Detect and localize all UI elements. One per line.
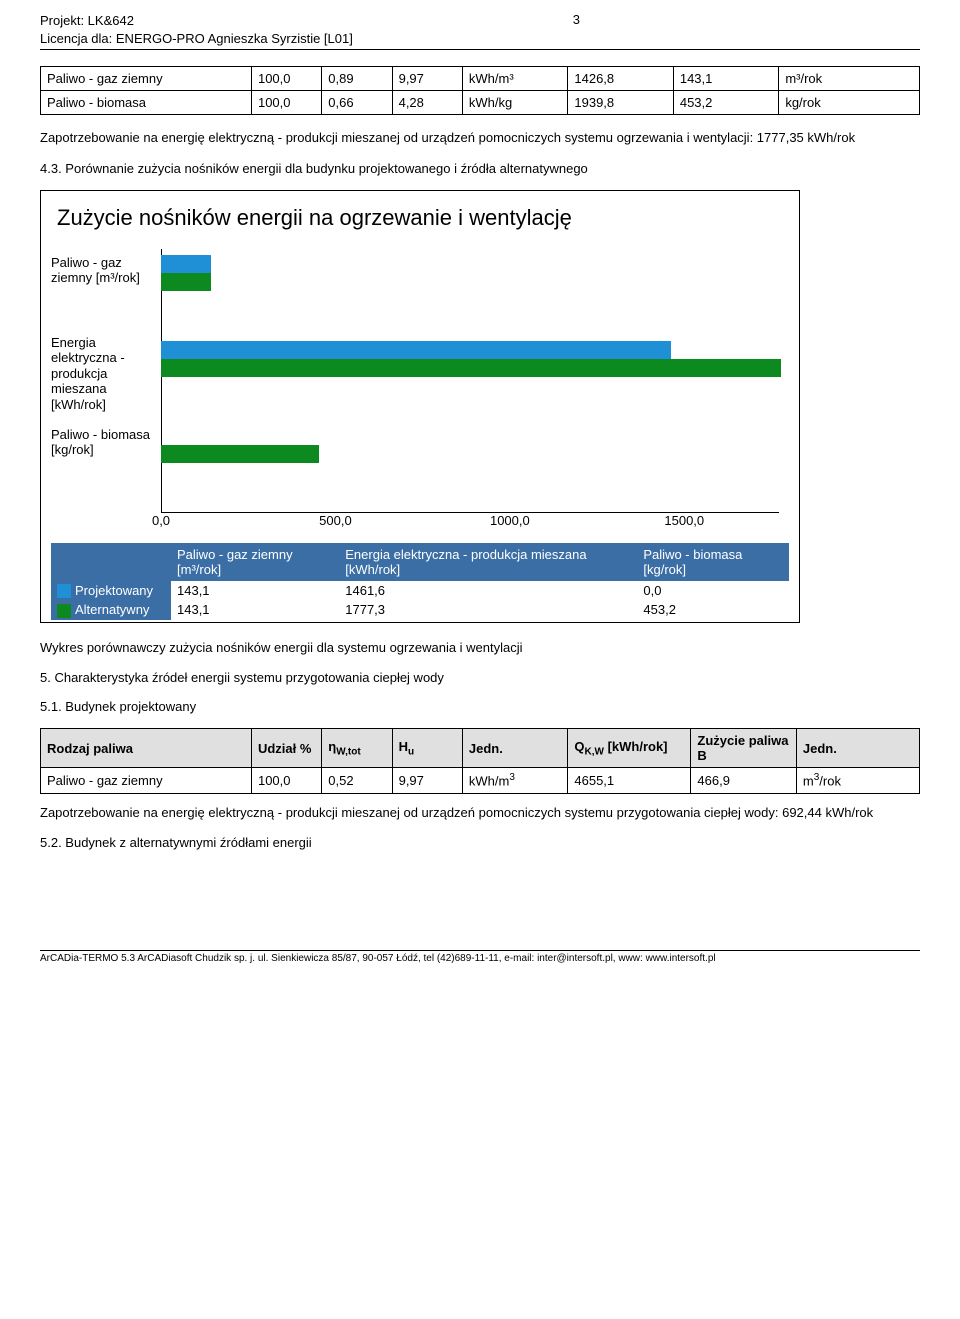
table-header: Udział % <box>251 729 321 768</box>
demand-hot-water-text: Zapotrzebowanie na energię elektryczną -… <box>40 804 920 822</box>
table-cell: 100,0 <box>251 768 321 793</box>
legend-header: Paliwo - gaz ziemny [m³/rok] <box>171 543 339 581</box>
section-4-3: 4.3. Porównanie zużycia nośników energii… <box>40 161 920 176</box>
table-cell: kWh/kg <box>462 91 567 115</box>
table-cell: Paliwo - biomasa <box>41 91 252 115</box>
table-header: ηW,tot <box>322 729 392 768</box>
bar-label: Paliwo - gaz ziemny [m³/rok] <box>51 255 156 286</box>
table-cell: 0,89 <box>322 67 392 91</box>
bar-alternatywny <box>161 359 781 377</box>
section-5-2: 5.2. Budynek z alternatywnymi źródłami e… <box>40 835 920 850</box>
axis-tick: 1500,0 <box>664 513 704 528</box>
table-cell: 4655,1 <box>568 768 691 793</box>
table-cell: 0,52 <box>322 768 392 793</box>
table-cell: 100,0 <box>251 91 321 115</box>
table-cell: 4,28 <box>392 91 462 115</box>
legend-value: 1461,6 <box>339 581 637 601</box>
demand-heating-text: Zapotrzebowanie na energię elektryczną -… <box>40 129 920 147</box>
table-cell: Paliwo - gaz ziemny <box>41 768 252 793</box>
legend-name: Projektowany <box>75 583 153 598</box>
table-cell: 9,97 <box>392 67 462 91</box>
table-header: Rodzaj paliwa <box>41 729 252 768</box>
legend-header <box>51 543 171 581</box>
chart-title: Zużycie nośników energii na ogrzewanie i… <box>57 205 789 231</box>
table-cell: m³/rok <box>779 67 920 91</box>
section-5: 5. Charakterystyka źródeł energii system… <box>40 670 920 685</box>
legend-name: Alternatywny <box>75 602 149 617</box>
hot-water-table: Rodzaj paliwaUdział %ηW,totHuJedn.QK,W [… <box>40 728 920 793</box>
table-cell: Paliwo - gaz ziemny <box>41 67 252 91</box>
table-cell: kWh/m³ <box>462 67 567 91</box>
table-cell: 0,66 <box>322 91 392 115</box>
legend-swatch <box>57 604 71 618</box>
bar-projektowany <box>161 255 211 273</box>
page-number: 3 <box>573 12 580 27</box>
axis-tick: 0,0 <box>152 513 170 528</box>
table-cell: 143,1 <box>673 67 778 91</box>
legend-header: Paliwo - biomasa [kg/rok] <box>637 543 789 581</box>
table-cell: 466,9 <box>691 768 796 793</box>
bar-alternatywny <box>161 445 319 463</box>
bar-projektowany <box>161 341 671 359</box>
table-cell: m3/rok <box>796 768 919 793</box>
section-5-1: 5.1. Budynek projektowany <box>40 699 920 714</box>
fuel-table: Paliwo - gaz ziemny100,00,899,97kWh/m³14… <box>40 66 920 115</box>
table-cell: 1426,8 <box>568 67 673 91</box>
axis-tick: 500,0 <box>319 513 352 528</box>
table-cell: 1939,8 <box>568 91 673 115</box>
legend-value: 143,1 <box>171 581 339 601</box>
legend-header: Energia elektryczna - produkcja mieszana… <box>339 543 637 581</box>
table-header: Jedn. <box>462 729 567 768</box>
table-cell: kg/rok <box>779 91 920 115</box>
table-header: QK,W [kWh/rok] <box>568 729 691 768</box>
chart-legend-table: Paliwo - gaz ziemny [m³/rok]Energia elek… <box>51 543 789 620</box>
table-cell: 453,2 <box>673 91 778 115</box>
bar-label: Paliwo - biomasa [kg/rok] <box>51 427 156 458</box>
legend-value: 1777,3 <box>339 600 637 620</box>
table-cell: 9,97 <box>392 768 462 793</box>
legend-value: 143,1 <box>171 600 339 620</box>
table-cell: 100,0 <box>251 67 321 91</box>
page-header: Projekt: LK&642 Licencja dla: ENERGO-PRO… <box>40 12 920 50</box>
legend-value: 453,2 <box>637 600 789 620</box>
legend-value: 0,0 <box>637 581 789 601</box>
table-header: Zużycie paliwa B <box>691 729 796 768</box>
project-line: Projekt: LK&642 <box>40 12 353 30</box>
energy-chart: Zużycie nośników energii na ogrzewanie i… <box>40 190 800 623</box>
chart-caption: Wykres porównawczy zużycia nośników ener… <box>40 639 920 657</box>
license-line: Licencja dla: ENERGO-PRO Agnieszka Syrzi… <box>40 30 353 48</box>
axis-tick: 1000,0 <box>490 513 530 528</box>
page-footer: ArCADia-TERMO 5.3 ArCADiasoft Chudzik sp… <box>40 950 920 964</box>
legend-swatch <box>57 584 71 598</box>
bar-alternatywny <box>161 273 211 291</box>
table-cell: kWh/m3 <box>462 768 567 793</box>
table-header: Jedn. <box>796 729 919 768</box>
bar-label: Energia elektryczna - produkcja mieszana… <box>51 335 156 413</box>
table-header: Hu <box>392 729 462 768</box>
